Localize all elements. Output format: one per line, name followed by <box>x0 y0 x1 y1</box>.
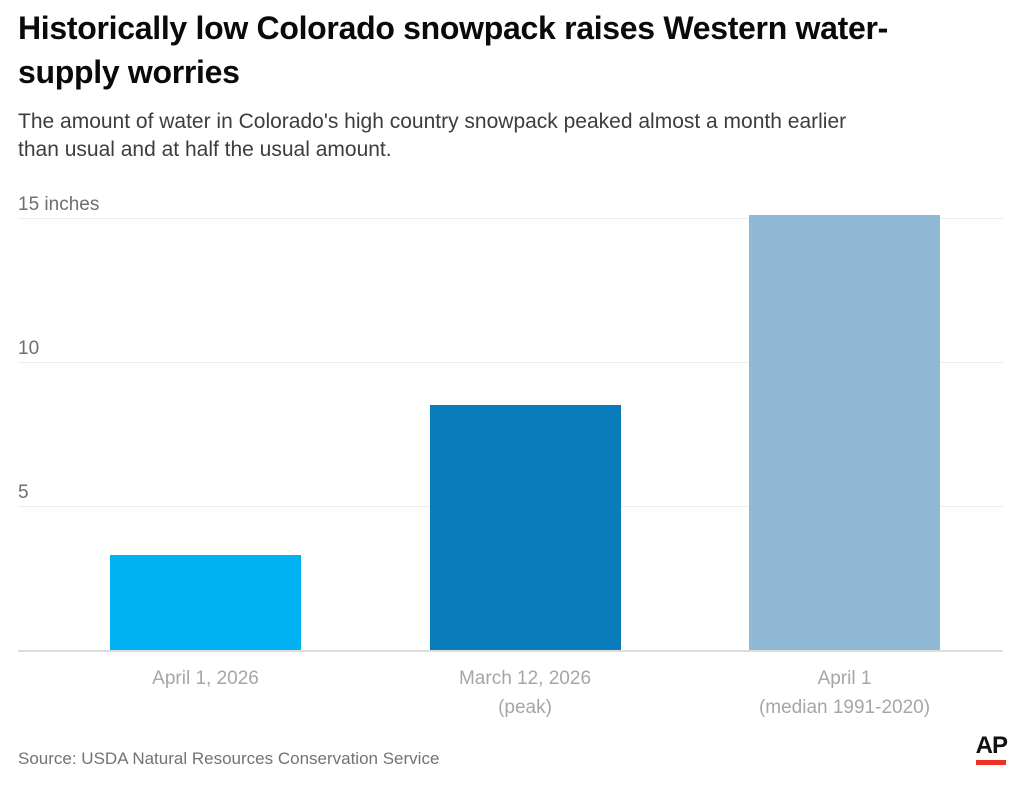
y-axis-tick-label: 10 <box>18 338 40 359</box>
ap-logo-underline <box>975 760 1006 765</box>
bar-2 <box>429 405 621 650</box>
y-axis-tick-label: 5 <box>18 482 29 503</box>
chart-subtitle: The amount of water in Colorado's high c… <box>18 110 847 161</box>
gridline-15 <box>18 218 1003 219</box>
chart-title: Historically low Colorado snowpack raise… <box>18 10 888 90</box>
bar-1 <box>110 555 301 650</box>
x-axis-category-label: March 12, 2026 (peak) <box>458 668 592 718</box>
y-axis-tick-label: 15 inches <box>18 194 100 215</box>
ap-logo-text: AP <box>975 732 1008 759</box>
ap-logo: AP <box>975 732 1008 765</box>
source-credit: Source: USDA Natural Resources Conservat… <box>18 749 440 768</box>
gridline-10 <box>18 362 1003 363</box>
x-axis-category-label: April 1, 2026 <box>152 668 259 689</box>
x-axis-category-label: April 1 (median 1991-2020) <box>758 668 931 718</box>
bar-chart-plot-area: 5 10 15 inches April 1, 2026 March 12, 2026 … <box>18 195 1003 718</box>
bar-3 <box>749 215 940 650</box>
